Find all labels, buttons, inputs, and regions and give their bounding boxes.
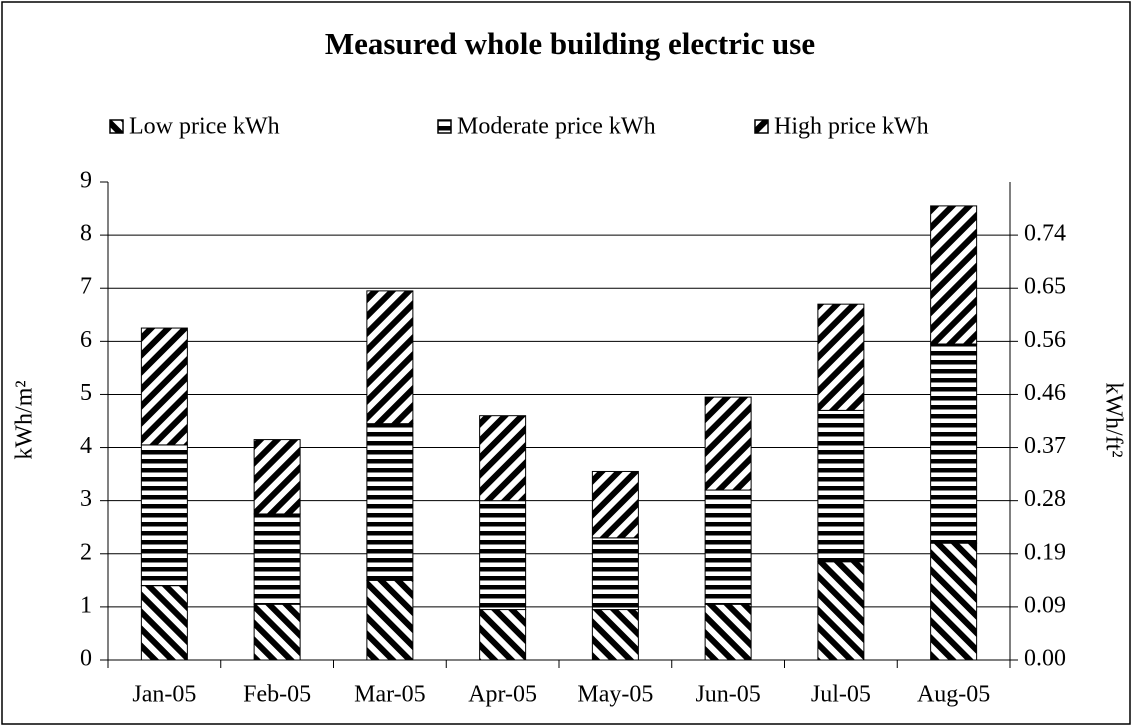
bar-segment	[591, 537, 639, 611]
legend-marker	[109, 119, 124, 134]
y2-tick-label: 0.74	[1024, 221, 1066, 247]
y2-tick-label: 0.28	[1024, 486, 1066, 512]
bar-segment	[930, 205, 978, 345]
bar-segment	[366, 290, 414, 425]
bar-segment	[479, 415, 527, 502]
y-tick-label: 4	[80, 433, 92, 459]
x-tick-label: Mar-05	[354, 682, 426, 708]
y-tick-label: 3	[80, 486, 92, 512]
bar-segment	[479, 500, 527, 611]
bar-segment	[140, 327, 188, 446]
legend-marker	[754, 119, 769, 134]
bar-segment	[253, 513, 301, 605]
bar-segment	[817, 561, 865, 661]
y-tick-label: 1	[80, 592, 92, 618]
bar-segment	[479, 609, 527, 661]
x-tick-label: Jan-05	[132, 682, 196, 708]
y2-tick-label: 0.19	[1024, 539, 1066, 565]
bar-segment	[591, 470, 639, 539]
bar-segment	[704, 489, 752, 605]
legend-marker	[437, 119, 452, 134]
y2-axis-title: kWh/ft²	[1100, 382, 1126, 457]
bar-segment	[140, 585, 188, 661]
y-tick-label: 5	[80, 380, 92, 406]
y2-tick-label: 0.00	[1024, 646, 1066, 672]
bar-segment	[140, 444, 188, 587]
bar-segment	[366, 579, 414, 661]
bar-segment	[817, 409, 865, 563]
y-tick-label: 7	[80, 274, 92, 300]
y-tick-label: 8	[80, 221, 92, 247]
y2-tick-label: 0.09	[1024, 592, 1066, 618]
bar-segment	[817, 303, 865, 411]
legend-label: Moderate price kWh	[457, 114, 656, 140]
x-tick-label: Jun-05	[695, 682, 760, 708]
bar-segment	[930, 343, 978, 544]
y-tick-label: 0	[80, 646, 92, 672]
legend-label: Low price kWh	[129, 114, 280, 140]
bar-segment	[704, 396, 752, 491]
bar-segment	[704, 603, 752, 661]
chart-title: Measured whole building electric use	[325, 26, 815, 61]
y-tick-label: 9	[80, 168, 92, 194]
bar-segment	[366, 423, 414, 581]
x-tick-label: Aug-05	[917, 682, 990, 708]
y2-tick-label: 0.65	[1024, 274, 1066, 300]
y-tick-label: 2	[80, 539, 92, 565]
y2-tick-label: 0.56	[1024, 327, 1066, 353]
y2-tick-label: 0.37	[1024, 433, 1066, 459]
y-axis-title: kWh/m²	[12, 380, 38, 459]
x-tick-label: Apr-05	[468, 682, 537, 708]
x-tick-label: Feb-05	[243, 682, 311, 708]
legend-label: High price kWh	[774, 114, 929, 140]
x-tick-label: May-05	[577, 682, 653, 708]
bar-segment	[253, 439, 301, 515]
bar-segment	[591, 609, 639, 661]
y2-tick-label: 0.46	[1024, 380, 1066, 406]
y-tick-label: 6	[80, 327, 92, 353]
bar-segment	[253, 603, 301, 661]
bar-segment	[930, 542, 978, 661]
x-tick-label: Jul-05	[811, 682, 871, 708]
